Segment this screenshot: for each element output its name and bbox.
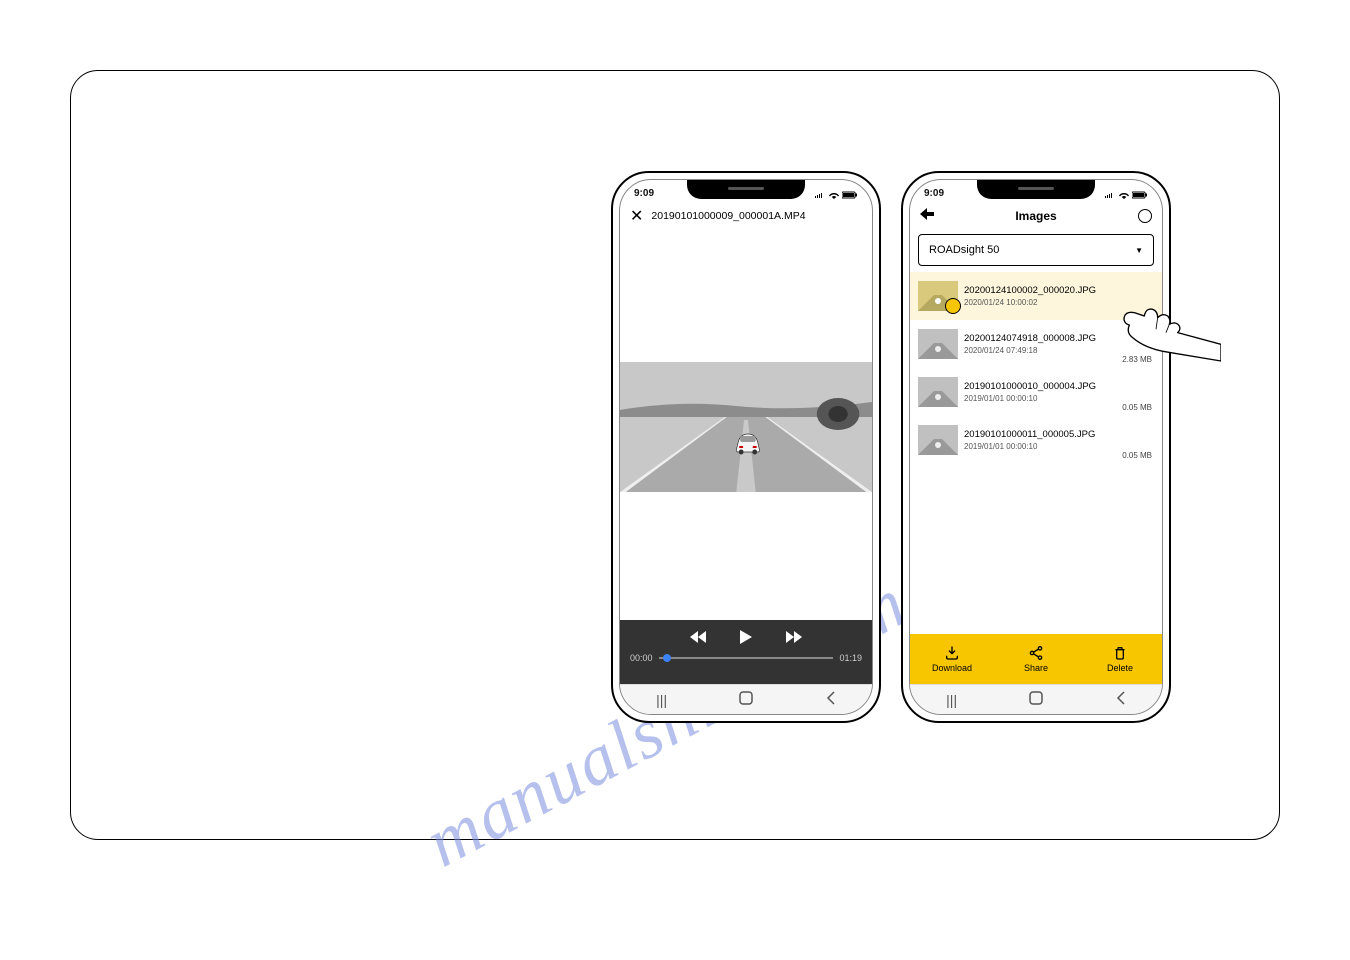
images-header: Images <box>910 200 1162 232</box>
rewind-icon[interactable] <box>690 630 706 647</box>
download-label: Download <box>932 663 972 673</box>
status-icons <box>1104 191 1148 199</box>
progress-track[interactable] <box>659 657 834 659</box>
status-icons <box>814 191 858 199</box>
play-icon[interactable] <box>740 630 752 647</box>
nav-recent-icon[interactable]: ||| <box>656 692 667 708</box>
item-size: 0.05 MB <box>1122 451 1152 460</box>
back-icon[interactable] <box>920 207 934 225</box>
dropdown-value: ROADsight 50 <box>929 244 999 256</box>
nav-home-icon[interactable] <box>1029 691 1043 708</box>
thumbnail-icon <box>918 329 958 359</box>
video-frame[interactable] <box>620 362 872 492</box>
item-filename: 20190101000011_000005.JPG <box>964 429 1154 440</box>
thumbnail-icon <box>918 281 958 311</box>
thumbnail-icon <box>918 377 958 407</box>
time-current: 00:00 <box>630 653 653 663</box>
item-size: 0.05 MB <box>1122 403 1152 412</box>
phone-notch <box>977 179 1095 199</box>
pointing-hand-icon <box>1121 296 1221 366</box>
phone-images-list: 9:09 Images ROADsight 50 ▼ <box>901 171 1171 723</box>
forward-icon[interactable] <box>786 630 802 647</box>
share-label: Share <box>1024 663 1048 673</box>
delete-label: Delete <box>1107 663 1133 673</box>
status-time: 9:09 <box>634 188 654 199</box>
video-header: ✕ 20190101000009_000001A.MP4 <box>620 200 872 232</box>
item-filename: 20200124100002_000020.JPG <box>964 285 1154 296</box>
list-item[interactable]: 20190101000010_000004.JPG 2019/01/01 00:… <box>910 368 1162 416</box>
phone-video-player: 9:09 ✕ 20190101000009_000001A.MP4 <box>611 171 881 723</box>
close-icon[interactable]: ✕ <box>630 206 643 226</box>
item-date: 2019/01/01 00:00:10 <box>964 394 1154 403</box>
thumbnail-icon <box>918 425 958 455</box>
progress-thumb[interactable] <box>663 654 671 662</box>
nav-back-icon[interactable] <box>1116 691 1126 708</box>
document-frame: manualshive.com 9:09 ✕ 20190101000009_00… <box>70 70 1280 840</box>
android-nav-bar: ||| <box>620 684 872 714</box>
screen-title: Images <box>942 209 1130 223</box>
chevron-down-icon: ▼ <box>1135 246 1143 255</box>
item-date: 2019/01/01 00:00:10 <box>964 442 1154 451</box>
time-total: 01:19 <box>839 653 862 663</box>
action-bar: Download Share Delete <box>910 634 1162 684</box>
status-time: 9:09 <box>924 188 944 199</box>
select-all-icon[interactable] <box>1138 209 1152 223</box>
share-button[interactable]: Share <box>994 634 1078 684</box>
video-content: 00:00 01:19 <box>620 232 872 684</box>
nav-recent-icon[interactable]: ||| <box>946 692 957 708</box>
download-button[interactable]: Download <box>910 634 994 684</box>
list-item[interactable]: 20190101000011_000005.JPG 2019/01/01 00:… <box>910 416 1162 464</box>
nav-back-icon[interactable] <box>826 691 836 708</box>
player-controls: 00:00 01:19 <box>620 620 872 684</box>
android-nav-bar: ||| <box>910 684 1162 714</box>
device-dropdown[interactable]: ROADsight 50 ▼ <box>918 234 1154 266</box>
video-filename: 20190101000009_000001A.MP4 <box>651 210 805 222</box>
phone-notch <box>687 179 805 199</box>
delete-button[interactable]: Delete <box>1078 634 1162 684</box>
nav-home-icon[interactable] <box>739 691 753 708</box>
item-filename: 20190101000010_000004.JPG <box>964 381 1154 392</box>
